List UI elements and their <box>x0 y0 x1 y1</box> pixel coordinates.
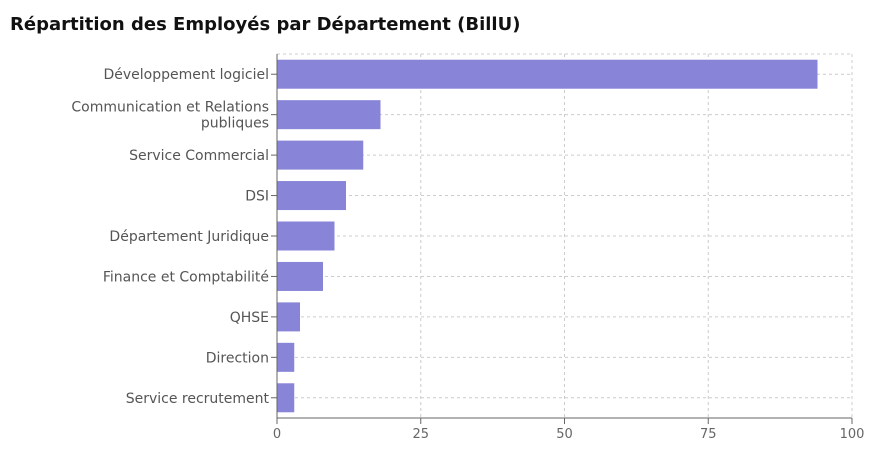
x-tick-label: 50 <box>556 427 573 442</box>
bar <box>277 302 300 332</box>
bar <box>277 261 323 291</box>
bar <box>277 342 295 372</box>
y-category-label: Service Commercial <box>129 148 269 164</box>
y-category-label: DSI <box>245 189 269 205</box>
y-category-label: QHSE <box>230 310 269 326</box>
y-category-label: Direction <box>206 350 269 366</box>
grid <box>277 53 853 418</box>
bar <box>277 181 346 211</box>
bar <box>277 221 335 251</box>
x-tick-label: 0 <box>273 427 281 442</box>
y-category-label: Communication et Relations publiques <box>71 100 269 132</box>
bars <box>277 59 818 413</box>
y-category-label: Service recrutement <box>126 391 270 407</box>
bar <box>277 59 818 89</box>
axes <box>271 54 853 424</box>
chart-title: Répartition des Employés par Département… <box>10 14 521 35</box>
bar <box>277 140 364 170</box>
bar <box>277 100 381 130</box>
y-category-label: Département Juridique <box>109 229 269 245</box>
x-tick-label: 75 <box>700 427 717 442</box>
y-category-label: Finance et Comptabilité <box>103 269 269 285</box>
bar <box>277 383 295 413</box>
x-tick-label: 25 <box>412 427 429 442</box>
y-category-label: Développement logiciel <box>103 67 269 83</box>
labels: 0 25 50 75 100 Développement logiciel Communic… <box>71 67 864 442</box>
x-tick-label: 100 <box>840 427 865 442</box>
